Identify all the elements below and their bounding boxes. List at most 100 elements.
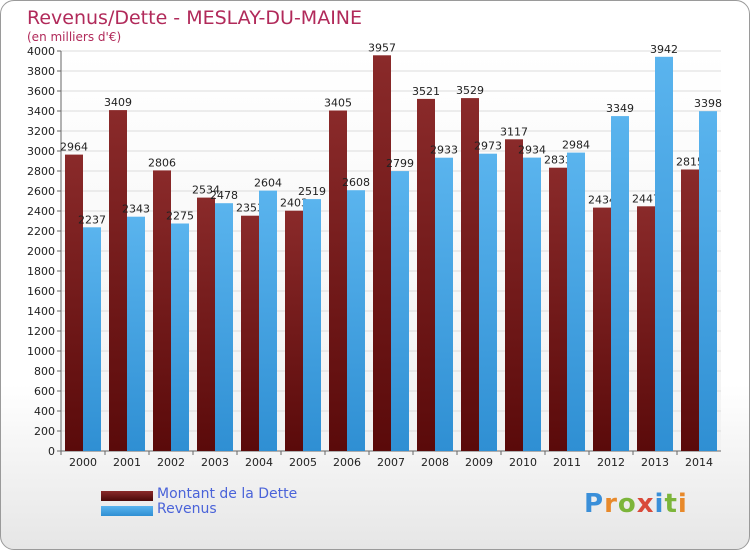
y-tick-label: 3400 bbox=[27, 105, 55, 118]
chart-subtitle: (en milliers d'€) bbox=[27, 30, 122, 44]
y-tick-label: 1600 bbox=[27, 285, 55, 298]
bar-revenus bbox=[347, 190, 365, 451]
bar-revenus bbox=[171, 223, 189, 451]
x-tick-label: 2001 bbox=[113, 456, 141, 469]
y-tick-label: 4000 bbox=[27, 45, 55, 58]
bar-dette bbox=[373, 55, 391, 452]
data-label-revenus: 2799 bbox=[386, 157, 414, 170]
y-tick-label: 1200 bbox=[27, 325, 55, 338]
y-tick-label: 1400 bbox=[27, 305, 55, 318]
data-label-dette: 3405 bbox=[324, 97, 352, 110]
y-tick-label: 2400 bbox=[27, 205, 55, 218]
bar-revenus bbox=[83, 227, 101, 451]
x-tick-label: 2007 bbox=[377, 456, 405, 469]
data-label-revenus: 2343 bbox=[122, 203, 150, 216]
data-label-dette: 3409 bbox=[104, 96, 132, 109]
data-label-dette: 3521 bbox=[412, 85, 440, 98]
x-tick-label: 2014 bbox=[685, 456, 713, 469]
x-tick-label: 2003 bbox=[201, 456, 229, 469]
bar-dette bbox=[197, 197, 215, 451]
bar-revenus bbox=[127, 216, 145, 451]
y-tick-label: 1800 bbox=[27, 265, 55, 278]
bar-revenus bbox=[699, 111, 717, 451]
bar-dette bbox=[109, 110, 127, 451]
logo-letter: t bbox=[664, 489, 678, 519]
x-tick-label: 2009 bbox=[465, 456, 493, 469]
y-tick-label: 2600 bbox=[27, 185, 55, 198]
data-label-revenus: 2604 bbox=[254, 177, 282, 190]
data-label-revenus: 2237 bbox=[78, 213, 106, 226]
y-tick-label: 2000 bbox=[27, 245, 55, 258]
bar-revenus bbox=[611, 116, 629, 451]
x-tick-label: 2013 bbox=[641, 456, 669, 469]
y-tick-label: 2200 bbox=[27, 225, 55, 238]
proxiti-logo: Proxiti bbox=[584, 489, 688, 519]
data-label-dette: 2447 bbox=[632, 192, 660, 205]
data-label-revenus: 3398 bbox=[694, 97, 722, 110]
data-label-revenus: 2519 bbox=[298, 185, 326, 198]
bar-dette bbox=[505, 139, 523, 452]
bar-revenus bbox=[523, 157, 541, 451]
bar-revenus bbox=[567, 152, 585, 451]
data-label-revenus: 2608 bbox=[342, 176, 370, 189]
data-label-dette: 2353 bbox=[236, 202, 264, 215]
bar-dette bbox=[637, 206, 655, 451]
x-tick-label: 2004 bbox=[245, 456, 273, 469]
y-tick-label: 3600 bbox=[27, 85, 55, 98]
y-tick-label: 400 bbox=[34, 405, 55, 418]
bar-dette bbox=[153, 170, 171, 451]
y-tick-label: 2800 bbox=[27, 165, 55, 178]
x-tick-label: 2005 bbox=[289, 456, 317, 469]
legend-label-dette: Montant de la Dette bbox=[157, 486, 298, 502]
data-label-revenus: 2275 bbox=[166, 210, 194, 223]
bar-dette bbox=[241, 215, 259, 451]
data-label-dette: 2434 bbox=[588, 194, 616, 207]
legend-label-revenus: Revenus bbox=[157, 501, 217, 517]
bar-revenus bbox=[259, 190, 277, 451]
bar-revenus bbox=[479, 153, 497, 451]
bar-revenus bbox=[215, 203, 233, 451]
bar-revenus bbox=[391, 171, 409, 451]
bar-dette bbox=[329, 110, 347, 451]
data-label-dette: 2964 bbox=[60, 141, 88, 154]
y-tick-label: 600 bbox=[34, 385, 55, 398]
data-label-revenus: 3349 bbox=[606, 102, 634, 115]
data-label-dette: 2403 bbox=[280, 197, 308, 210]
data-label-revenus: 2478 bbox=[210, 189, 238, 202]
data-label-revenus: 3942 bbox=[650, 43, 678, 56]
data-label-dette: 3117 bbox=[500, 125, 528, 138]
data-label-dette: 3529 bbox=[456, 84, 484, 97]
data-label-dette: 3957 bbox=[368, 41, 396, 54]
data-label-revenus: 2984 bbox=[562, 139, 590, 152]
bar-dette bbox=[65, 154, 83, 451]
legend-swatch-dette bbox=[101, 491, 153, 501]
bar-dette bbox=[549, 167, 567, 451]
logo-letter: i bbox=[654, 489, 665, 519]
x-tick-label: 2010 bbox=[509, 456, 537, 469]
x-tick-label: 2006 bbox=[333, 456, 361, 469]
bar-dette bbox=[417, 98, 435, 452]
data-label-dette: 2815 bbox=[676, 156, 704, 169]
bar-dette bbox=[461, 98, 479, 451]
bar-revenus bbox=[435, 157, 453, 451]
legend-swatch-revenus bbox=[101, 506, 153, 516]
data-label-revenus: 2933 bbox=[430, 144, 458, 157]
bar-dette bbox=[593, 207, 611, 451]
y-tick-label: 200 bbox=[34, 425, 55, 438]
y-tick-label: 3000 bbox=[27, 145, 55, 158]
y-tick-label: 800 bbox=[34, 365, 55, 378]
y-tick-label: 1000 bbox=[27, 345, 55, 358]
x-tick-label: 2011 bbox=[553, 456, 581, 469]
logo-letter: r bbox=[604, 489, 618, 519]
data-label-dette: 2534 bbox=[192, 184, 220, 197]
logo-letter: x bbox=[636, 489, 655, 519]
bar-dette bbox=[681, 169, 699, 451]
bar-revenus bbox=[655, 56, 673, 452]
data-label-dette: 2806 bbox=[148, 156, 176, 169]
logo-letter: o bbox=[617, 489, 637, 519]
logo-letter: P bbox=[584, 489, 605, 519]
y-tick-label: 0 bbox=[48, 445, 55, 458]
x-tick-label: 2008 bbox=[421, 456, 449, 469]
